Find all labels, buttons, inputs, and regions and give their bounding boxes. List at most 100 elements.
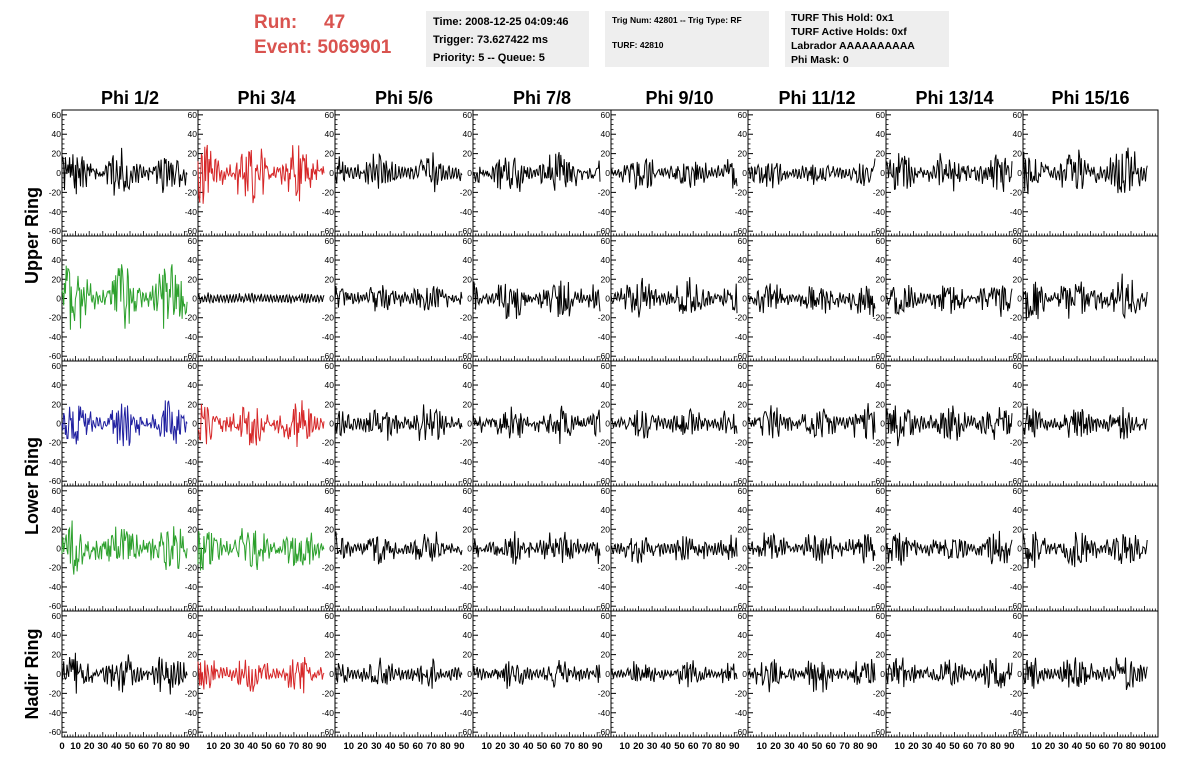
x-tick-label: 60 xyxy=(275,741,286,752)
y-tick-label: 20 xyxy=(876,650,886,660)
y-tick-label: 20 xyxy=(738,274,748,284)
y-tick-label: 40 xyxy=(876,255,886,265)
y-tick-label: -20 xyxy=(873,313,886,323)
waveform-trace xyxy=(472,405,601,445)
y-tick-label: -60 xyxy=(1010,601,1023,611)
x-tick-label: 30 xyxy=(234,741,245,752)
y-tick-label: 20 xyxy=(601,149,611,159)
y-tick-label: 40 xyxy=(325,505,335,515)
y-tick-label: 20 xyxy=(1013,274,1023,284)
column-header: Phi 9/10 xyxy=(645,88,713,108)
waveform-trace xyxy=(747,283,876,318)
x-tick-label: 60 xyxy=(688,741,699,752)
y-tick-label: 60 xyxy=(52,611,62,621)
y-tick-label: 20 xyxy=(52,524,62,534)
y-tick-label: 40 xyxy=(463,505,473,515)
waveform-trace xyxy=(885,153,1013,192)
y-tick-label: 20 xyxy=(876,274,886,284)
y-tick-label: 0 xyxy=(329,669,334,679)
y-tick-label: -40 xyxy=(460,207,473,217)
y-tick-label: -60 xyxy=(598,727,611,737)
panel-frame xyxy=(472,360,612,487)
y-tick-label: 0 xyxy=(329,544,334,554)
y-tick-label: -60 xyxy=(322,727,335,737)
x-tick-label: 90 xyxy=(316,741,327,752)
x-tick-label: 50 xyxy=(399,741,410,752)
y-tick-label: -40 xyxy=(460,708,473,718)
y-tick-label: -60 xyxy=(735,226,748,236)
y-tick-label: -40 xyxy=(185,457,198,467)
y-tick-label: 40 xyxy=(463,630,473,640)
x-tick-label: 70 xyxy=(152,741,163,752)
y-tick-label: -40 xyxy=(460,457,473,467)
turf-text: TURF: 42810 xyxy=(612,40,664,50)
x-tick-label: 70 xyxy=(839,741,850,752)
y-tick-label: 0 xyxy=(880,294,885,304)
y-tick-label: 60 xyxy=(188,236,198,246)
waveform-trace xyxy=(334,657,463,689)
y-tick-label: -20 xyxy=(598,313,611,323)
y-tick-label: -60 xyxy=(873,226,886,236)
y-tick-label: 40 xyxy=(463,129,473,139)
y-tick-label: -60 xyxy=(1010,226,1023,236)
y-tick-label: -40 xyxy=(873,708,886,718)
y-tick-label: -20 xyxy=(322,313,335,323)
x-tick-label: 90 xyxy=(1004,741,1015,752)
y-tick-label: -60 xyxy=(460,351,473,361)
y-tick-label: 40 xyxy=(738,129,748,139)
x-tick-label: 40 xyxy=(523,741,534,752)
y-tick-label: -60 xyxy=(598,476,611,486)
y-tick-label: -60 xyxy=(185,727,198,737)
run-label: Run: xyxy=(254,12,298,33)
x-tick-label: 60 xyxy=(413,741,424,752)
y-tick-label: 60 xyxy=(52,361,62,371)
y-tick-label: -60 xyxy=(1010,727,1023,737)
waveform-trace xyxy=(885,284,1013,317)
waveform-trace xyxy=(610,407,738,439)
y-tick-label: 0 xyxy=(605,419,610,429)
y-tick-label: 40 xyxy=(188,129,198,139)
waveform-trace xyxy=(747,403,876,440)
y-tick-label: 40 xyxy=(325,255,335,265)
waveform-trace xyxy=(885,405,1013,447)
x-tick-label: 40 xyxy=(385,741,396,752)
y-tick-label: -20 xyxy=(49,563,62,573)
y-tick-label: 20 xyxy=(463,149,473,159)
y-tick-label: 60 xyxy=(601,236,611,246)
y-tick-label: -20 xyxy=(185,563,198,573)
x-tick-label: 80 xyxy=(853,741,864,752)
y-tick-label: 0 xyxy=(742,294,747,304)
y-tick-label: -40 xyxy=(873,457,886,467)
y-tick-label: -20 xyxy=(322,688,335,698)
y-tick-label: 0 xyxy=(1017,544,1022,554)
x-tick-label: 20 xyxy=(908,741,919,752)
y-tick-label: -60 xyxy=(322,601,335,611)
y-tick-label: 20 xyxy=(463,524,473,534)
y-tick-label: -60 xyxy=(598,351,611,361)
y-tick-label: 60 xyxy=(463,236,473,246)
x-tick-label: 80 xyxy=(1126,741,1137,752)
y-tick-label: -20 xyxy=(185,313,198,323)
y-tick-label: -60 xyxy=(460,476,473,486)
y-tick-label: 20 xyxy=(52,274,62,284)
x-tick-label: 40 xyxy=(1072,741,1083,752)
x-tick-label: 60 xyxy=(963,741,974,752)
x-tick-label: 90 xyxy=(867,741,878,752)
y-tick-label: -60 xyxy=(873,351,886,361)
y-tick-label: -20 xyxy=(460,313,473,323)
y-tick-label: -60 xyxy=(598,601,611,611)
x-tick-label: 50 xyxy=(812,741,823,752)
y-tick-label: -40 xyxy=(598,708,611,718)
y-tick-label: -20 xyxy=(1010,313,1023,323)
y-tick-label: -20 xyxy=(735,438,748,448)
y-tick-label: -20 xyxy=(322,438,335,448)
y-tick-label: -60 xyxy=(460,727,473,737)
y-tick-label: -40 xyxy=(735,582,748,592)
x-tick-label: 30 xyxy=(371,741,382,752)
x-tick-label: 50 xyxy=(1085,741,1096,752)
waveform-trace xyxy=(197,400,325,448)
y-tick-label: -40 xyxy=(735,332,748,342)
y-tick-label: -20 xyxy=(322,563,335,573)
y-tick-label: -20 xyxy=(460,438,473,448)
y-tick-label: -40 xyxy=(49,582,62,592)
